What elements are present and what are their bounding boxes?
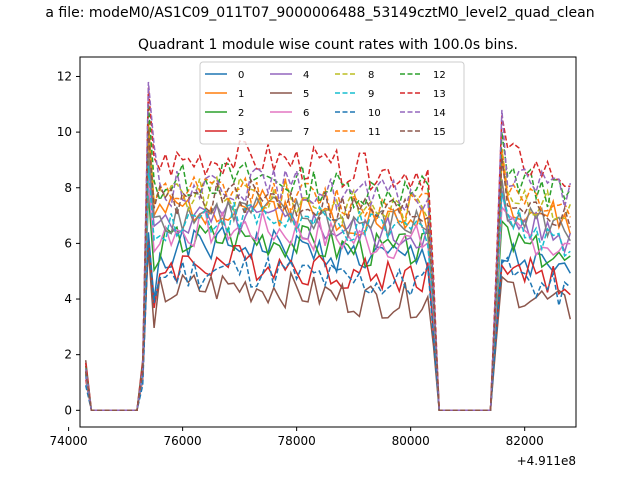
legend-label-15: 15 [433,127,446,138]
figure-suptitle: a file: modeM0/AS1C09_011T07_9000006488_… [45,5,594,21]
y-tick-label: 12 [57,69,72,83]
legend-label-10: 10 [368,108,381,119]
series-line-15 [84,129,572,412]
legend-label-1: 1 [238,89,244,100]
legend-label-4: 4 [303,70,309,81]
legend-label-6: 6 [303,108,309,119]
chart-title: Quadrant 1 module wise count rates with … [138,37,518,53]
x-tick-label: 74000 [50,434,88,448]
legend-label-11: 11 [368,127,381,138]
y-tick-label: 0 [64,403,72,417]
legend-label-13: 13 [433,89,446,100]
legend-label-2: 2 [238,108,244,119]
legend-label-7: 7 [303,127,309,138]
x-tick-label: 80000 [392,434,430,448]
legend-label-8: 8 [368,70,374,81]
y-tick-label: 6 [64,236,72,250]
x-tick-label: 76000 [164,434,202,448]
x-tick-label: 82000 [506,434,544,448]
y-tick-label: 10 [57,125,72,139]
y-tick-label: 4 [64,292,72,306]
series-line-13 [84,87,571,412]
legend-label-3: 3 [238,127,244,138]
y-tick-label: 8 [64,181,72,195]
y-tick-label: 2 [64,348,72,362]
legend-label-9: 9 [368,89,374,100]
legend-label-14: 14 [433,108,446,119]
legend-label-0: 0 [238,70,244,81]
legend-label-12: 12 [433,70,446,81]
plot-area-frame [79,56,577,428]
x-tick-label: 78000 [278,434,316,448]
legend-label-5: 5 [303,89,309,100]
x-axis-offset-label: +4.911e8 [517,454,576,468]
series-layer [84,81,572,412]
series-line-14 [84,81,572,412]
legend-box [199,61,465,145]
